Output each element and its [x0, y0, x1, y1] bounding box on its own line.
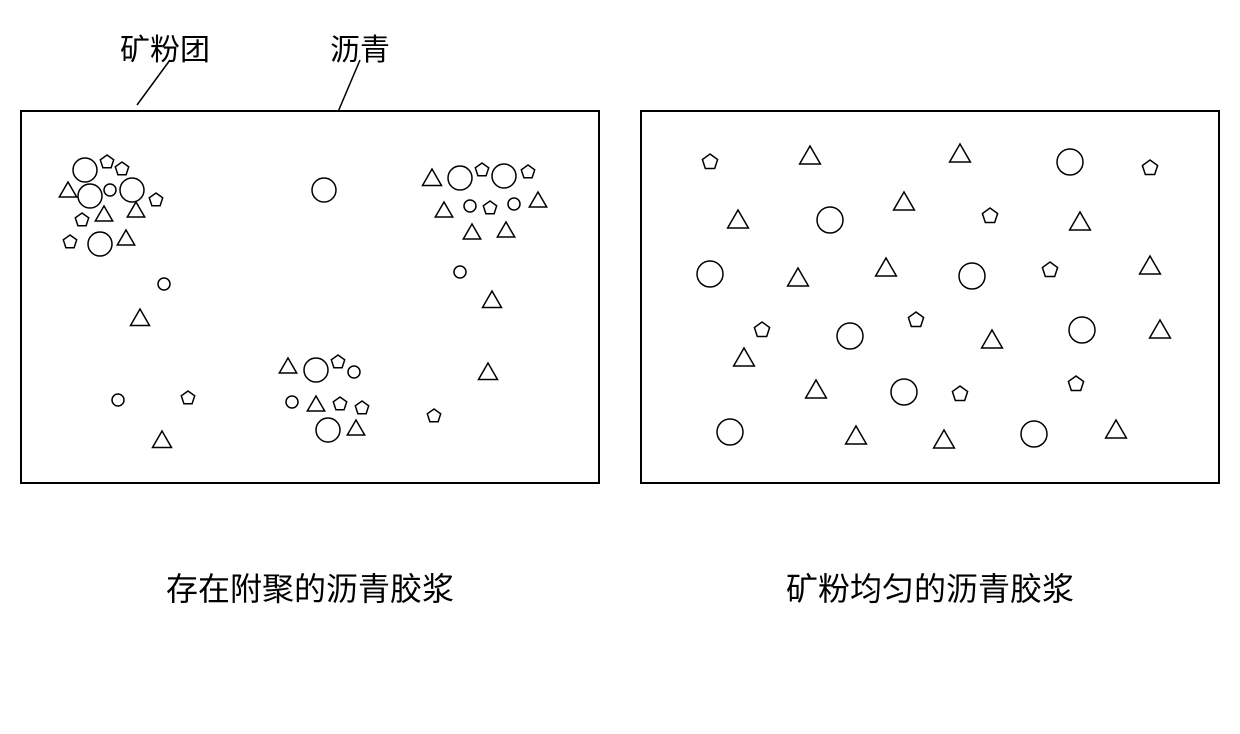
figure-wrap: 矿粉团 沥青 存在附聚的沥青胶浆 矿粉均匀的沥青胶浆 — [20, 20, 1220, 714]
svg-left — [22, 112, 598, 482]
top-labels: 矿粉团 沥青 — [20, 20, 1220, 110]
label-powder-cluster: 矿粉团 — [120, 25, 210, 69]
caption-left: 存在附聚的沥青胶浆 — [20, 564, 600, 610]
panel-row — [20, 110, 1220, 484]
panel-agglomerated — [20, 110, 600, 484]
panel-uniform — [640, 110, 1220, 484]
svg-right — [642, 112, 1218, 482]
label-bitumen: 沥青 — [330, 25, 390, 69]
caption-right: 矿粉均匀的沥青胶浆 — [640, 564, 1220, 610]
captions: 存在附聚的沥青胶浆 矿粉均匀的沥青胶浆 — [20, 564, 1220, 610]
